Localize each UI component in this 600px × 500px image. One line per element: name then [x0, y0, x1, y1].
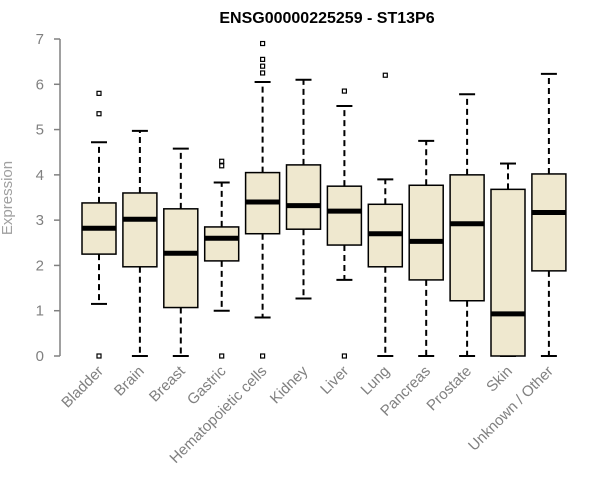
x-tick-label: Liver	[317, 363, 352, 398]
box-iqr	[326, 185, 363, 246]
box-iqr	[490, 188, 526, 357]
box-unknown-other	[531, 72, 567, 357]
outlier-point	[260, 353, 266, 359]
y-tick-label: 6	[36, 76, 44, 93]
outlier-point	[96, 90, 102, 96]
box-hematopoietic-cells	[244, 40, 281, 359]
box-kidney	[285, 78, 322, 300]
y-tick-label: 7	[36, 31, 44, 48]
box-iqr	[203, 226, 240, 262]
outlier-point	[260, 70, 266, 76]
outlier-point	[341, 88, 347, 94]
y-tick-label: 1	[36, 303, 44, 320]
y-tick-label: 3	[36, 212, 44, 229]
x-tick-label: Prostate	[423, 363, 475, 415]
outlier-point	[260, 63, 266, 69]
y-axis-title: Expression	[0, 161, 16, 235]
y-tick-label: 0	[36, 348, 44, 365]
box-iqr	[531, 173, 567, 272]
outlier-point	[219, 158, 225, 164]
x-tick-label: Bladder	[58, 363, 107, 412]
box-iqr	[122, 192, 158, 268]
box-prostate	[449, 93, 485, 357]
x-tick-label: Skin	[483, 363, 516, 396]
y-tick-label: 2	[36, 257, 44, 274]
box-iqr	[408, 184, 444, 281]
x-tick-label: Lung	[358, 363, 394, 399]
box-liver	[326, 88, 363, 359]
box-lung	[367, 72, 404, 357]
outlier-point	[341, 353, 347, 359]
box-breast	[163, 147, 199, 357]
x-tick-label: Kidney	[267, 362, 312, 407]
y-tick-label: 5	[36, 122, 44, 139]
x-tick-label: Brain	[111, 363, 148, 400]
box-skin	[490, 162, 526, 357]
y-tick-label: 4	[36, 167, 44, 184]
outlier-point	[382, 72, 388, 78]
box-gastric	[203, 158, 240, 359]
outlier-point	[260, 56, 266, 62]
boxes-group	[81, 40, 567, 359]
box-pancreas	[408, 139, 444, 357]
box-iqr	[285, 164, 322, 230]
outlier-point	[219, 353, 225, 359]
outlier-point	[96, 353, 102, 359]
x-tick-label: Breast	[146, 362, 189, 405]
box-iqr	[449, 174, 485, 302]
box-brain	[122, 129, 158, 357]
outlier-point	[219, 163, 225, 169]
outlier-point	[260, 40, 266, 47]
box-bladder	[81, 90, 117, 359]
y-axis: 0 1 2 3 4 5 6 7	[36, 31, 61, 365]
chart-title: ENSG00000225259 - ST13P6	[219, 10, 434, 27]
box-iqr	[163, 208, 199, 309]
outlier-point	[96, 111, 102, 117]
